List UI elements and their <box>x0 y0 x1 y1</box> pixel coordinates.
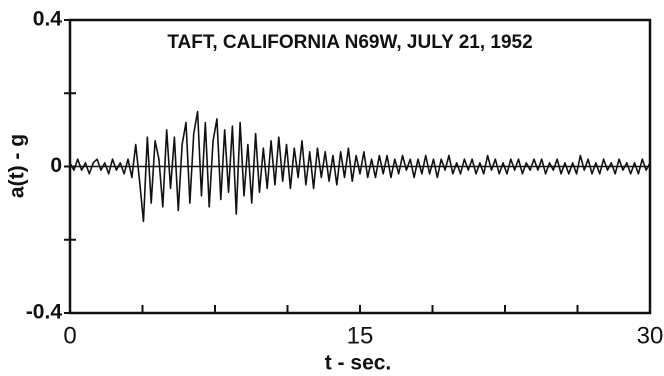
y-tick-label: 0.4 <box>33 8 63 31</box>
y-tick-label: -0.4 <box>26 301 63 324</box>
x-tick-label: 0 <box>63 322 76 349</box>
x-axis-label: t - sec. <box>325 352 392 375</box>
x-tick-label: 15 <box>347 322 374 349</box>
y-axis-label: a(t) - g <box>6 134 29 198</box>
x-tick-label: 30 <box>637 322 664 349</box>
chart-title: TAFT, CALIFORNIA N69W, JULY 21, 1952 <box>167 32 532 53</box>
y-tick-label: 0 <box>50 154 62 177</box>
accel-trace <box>69 110 651 223</box>
